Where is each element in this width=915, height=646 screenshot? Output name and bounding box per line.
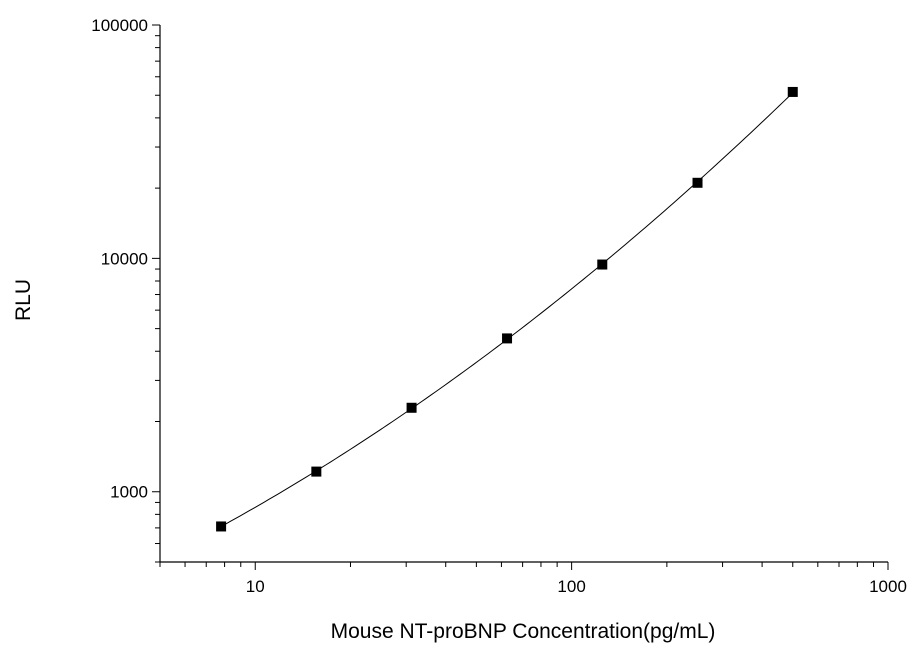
axes	[159, 25, 888, 563]
x-tick-label: 100	[557, 577, 585, 596]
tick-marks	[152, 24, 889, 570]
data-point	[216, 521, 227, 532]
x-axis-title: Mouse NT-proBNP Concentration(pg/mL)	[331, 620, 716, 643]
data-point	[597, 259, 608, 270]
data-point	[311, 466, 322, 477]
y-axis-title: RLU	[12, 279, 35, 321]
y-tick-label: 100000	[91, 16, 148, 35]
data-point	[406, 402, 417, 413]
tick-labels: 10 100 1000 1000 10000 100000	[91, 16, 907, 596]
data-point	[692, 177, 703, 188]
data-point	[787, 86, 798, 97]
data-points	[216, 86, 798, 532]
x-tick-label: 1000	[869, 577, 907, 596]
data-point	[502, 333, 513, 344]
fit-curve	[220, 92, 794, 527]
x-tick-label: 10	[246, 577, 265, 596]
y-tick-label: 10000	[101, 249, 148, 268]
y-tick-label: 1000	[110, 483, 148, 502]
